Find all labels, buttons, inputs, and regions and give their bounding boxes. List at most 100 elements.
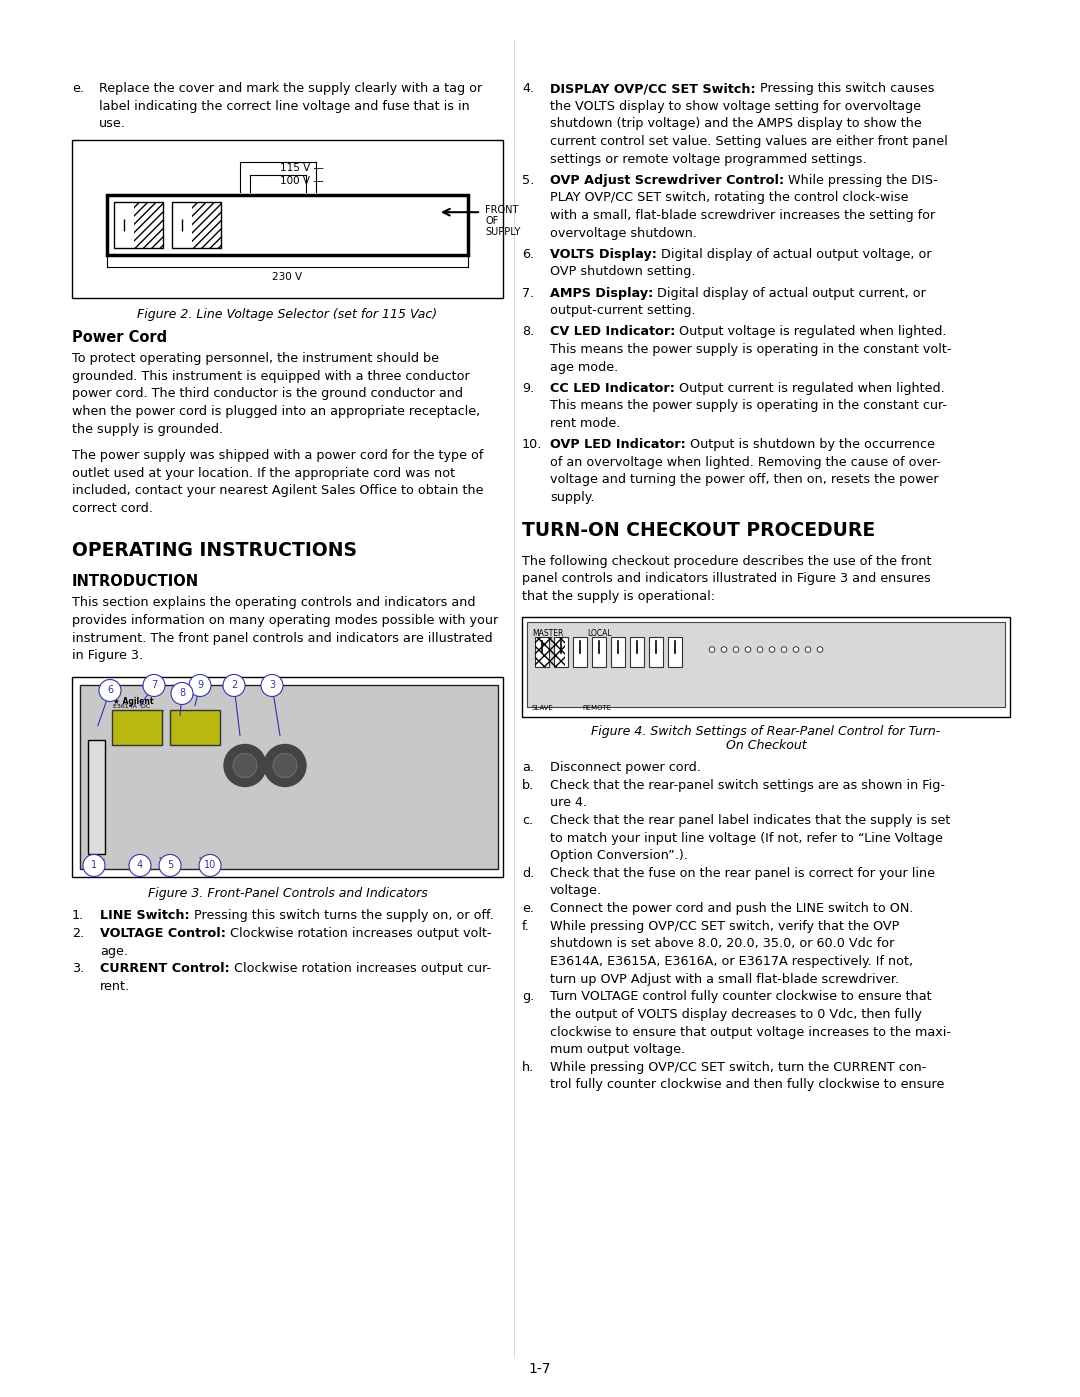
Bar [535,637,565,666]
Circle shape [143,675,165,697]
Circle shape [733,647,739,652]
Text: c.: c. [522,814,534,827]
Text: 1: 1 [91,861,97,870]
Circle shape [129,855,151,876]
Text: panel controls and indicators illustrated in Figure 3 and ensures: panel controls and indicators illustrate… [522,573,931,585]
Text: 8: 8 [179,689,185,698]
Text: On Checkout: On Checkout [726,739,807,752]
Text: Pressing this switch causes: Pressing this switch causes [756,82,934,95]
Text: TURN-ON CHECKOUT PROCEDURE: TURN-ON CHECKOUT PROCEDURE [522,521,875,541]
Text: VOLTAGE Control:: VOLTAGE Control: [100,928,226,940]
Text: e.: e. [522,902,534,915]
Text: settings or remote voltage programmed settings.: settings or remote voltage programmed se… [550,152,866,165]
Bar [80,686,498,869]
Bar [172,203,221,249]
Text: 115 V —: 115 V — [280,163,323,173]
Circle shape [171,683,193,704]
Text: E3614A, E3615A, E3616A, or E3617A respectively. If not,: E3614A, E3615A, E3616A, or E3617A respec… [550,956,913,968]
Circle shape [769,647,774,652]
Text: 3: 3 [269,680,275,690]
Text: 9.: 9. [522,381,535,395]
Text: Turn VOLTAGE control fully counter clockwise to ensure that: Turn VOLTAGE control fully counter clock… [550,990,932,1003]
Circle shape [273,753,297,778]
Text: CV LED Indicator:: CV LED Indicator: [550,326,675,338]
Circle shape [222,675,245,697]
Text: the supply is grounded.: the supply is grounded. [72,423,224,436]
Text: While pressing OVP/CC SET switch, turn the CURRENT con-: While pressing OVP/CC SET switch, turn t… [550,1060,927,1074]
Text: instrument. The front panel controls and indicators are illustrated: instrument. The front panel controls and… [72,631,492,644]
Text: overvoltage shutdown.: overvoltage shutdown. [550,226,697,240]
Text: Power Cord: Power Cord [72,330,167,345]
Text: shutdown is set above 8.0, 20.0, 35.0, or 60.0 Vdc for: shutdown is set above 8.0, 20.0, 35.0, o… [550,937,894,950]
Text: OVP Adjust Screwdriver Control:: OVP Adjust Screwdriver Control: [550,173,784,187]
Circle shape [261,675,283,697]
Text: provides information on many operating modes possible with your: provides information on many operating m… [72,615,498,627]
Text: AMPS Display:: AMPS Display: [550,286,653,299]
Text: that the supply is operational:: that the supply is operational: [522,590,715,604]
Text: This means the power supply is operating in the constant volt-: This means the power supply is operating… [550,344,951,356]
Bar [522,616,1010,717]
Text: REMOTE: REMOTE [582,704,611,711]
Bar [592,637,606,666]
Text: LINE: LINE [87,859,105,869]
Text: 8.: 8. [522,326,535,338]
Text: CC LED Indicator:: CC LED Indicator: [550,381,675,395]
Circle shape [806,647,811,652]
Text: Figure 3. Front-Panel Controls and Indicators: Figure 3. Front-Panel Controls and Indic… [148,887,428,901]
Text: 1.8.8.8.8: 1.8.8.8.8 [170,724,220,733]
Text: OVP LED Indicator:: OVP LED Indicator: [550,439,686,451]
Text: Figure 4. Switch Settings of Rear-Panel Control for Turn-: Figure 4. Switch Settings of Rear-Panel … [592,725,941,738]
Text: voltage and turning the power off, then on, resets the power: voltage and turning the power off, then … [550,474,939,486]
Text: While pressing the DIS-: While pressing the DIS- [784,173,937,187]
Text: OF: OF [485,217,498,226]
Text: Clockwise rotation increases output volt-: Clockwise rotation increases output volt… [226,928,491,940]
Text: OVP shutdown setting.: OVP shutdown setting. [550,265,696,278]
Bar [573,637,588,666]
Text: 4: 4 [137,861,143,870]
Text: 5: 5 [167,861,173,870]
Text: Pressing this switch turns the supply on, or off.: Pressing this switch turns the supply on… [190,909,494,922]
Text: output-current setting.: output-current setting. [550,305,696,317]
Text: of an overvoltage when lighted. Removing the cause of over-: of an overvoltage when lighted. Removing… [550,455,941,469]
Circle shape [224,745,266,787]
Text: This means the power supply is operating in the constant cur-: This means the power supply is operating… [550,400,947,412]
Text: correct cord.: correct cord. [72,502,153,515]
Bar [630,637,644,666]
Text: rent mode.: rent mode. [550,418,620,430]
Text: This section explains the operating controls and indicators and: This section explains the operating cont… [72,597,475,609]
Circle shape [264,745,306,787]
Text: LOCAL: LOCAL [588,629,611,637]
Text: 2: 2 [231,680,238,690]
Text: ★ Agilent: ★ Agilent [113,697,153,707]
Text: FRONT: FRONT [485,205,518,215]
Circle shape [757,647,762,652]
Text: Replace the cover and mark the supply clearly with a tag or: Replace the cover and mark the supply cl… [99,82,483,95]
Bar [170,711,220,746]
Text: age.: age. [100,944,129,958]
Text: 230 V: 230 V [272,272,302,282]
Bar [134,203,163,249]
Text: ure 4.: ure 4. [550,796,588,809]
Text: 6: 6 [107,686,113,696]
Text: Clockwise rotation increases output cur-: Clockwise rotation increases output cur- [230,963,491,975]
Text: d.: d. [522,866,535,880]
Text: label indicating the correct line voltage and fuse that is in: label indicating the correct line voltag… [99,99,470,113]
Text: MASTER: MASTER [532,629,564,637]
Text: shutdown (trip voltage) and the AMPS display to show the: shutdown (trip voltage) and the AMPS dis… [550,117,921,130]
Text: h.: h. [522,1060,535,1074]
Text: f.: f. [522,919,530,933]
Text: Check that the rear panel label indicates that the supply is set: Check that the rear panel label indicate… [550,814,950,827]
Text: 9: 9 [197,680,203,690]
Text: To protect operating personnel, the instrument should be: To protect operating personnel, the inst… [72,352,438,365]
Text: Digital display of actual output current, or: Digital display of actual output current… [653,286,927,299]
Text: mum output voltage.: mum output voltage. [550,1044,685,1056]
Circle shape [99,679,121,701]
Text: outlet used at your location. If the appropriate cord was not: outlet used at your location. If the app… [72,467,455,479]
Circle shape [793,647,799,652]
Circle shape [710,647,715,652]
Text: clockwise to ensure that output voltage increases to the maxi-: clockwise to ensure that output voltage … [550,1025,951,1038]
Text: Output voltage is regulated when lighted.: Output voltage is regulated when lighted… [675,326,947,338]
Bar [87,740,105,855]
Text: 100 V —: 100 V — [280,176,323,186]
Text: Output is shutdown by the occurrence: Output is shutdown by the occurrence [686,439,934,451]
